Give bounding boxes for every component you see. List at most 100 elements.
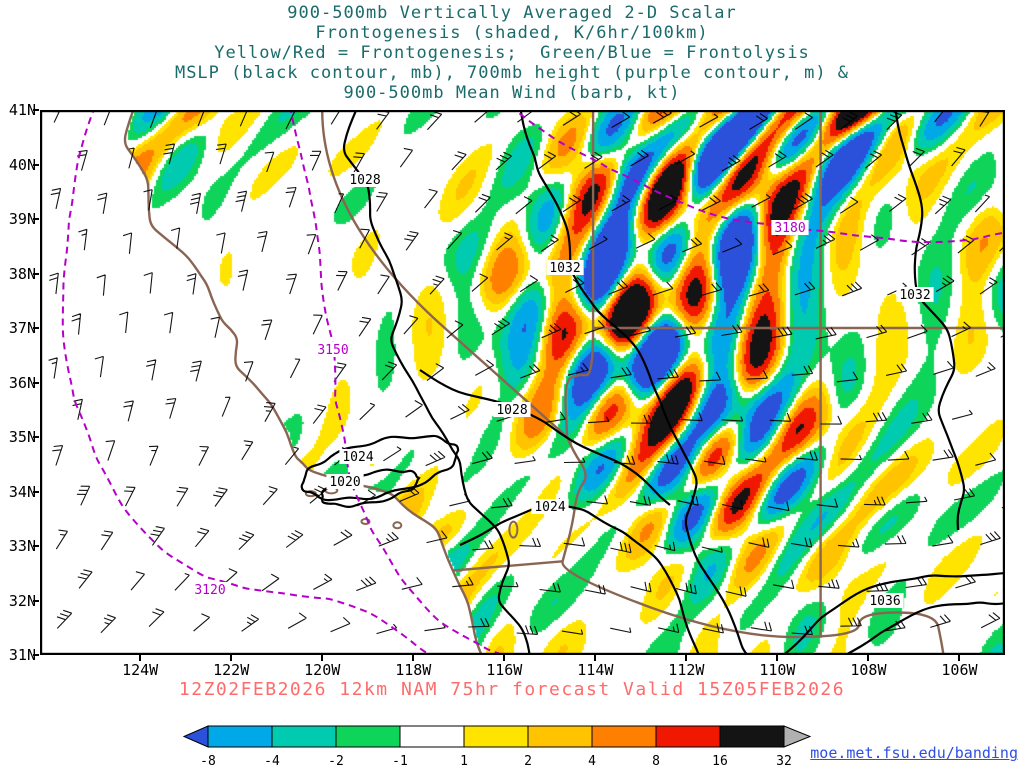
contour-label: 3150 — [317, 343, 348, 358]
lon-tick-mark — [867, 655, 870, 661]
title-line: Frontogenesis (shaded, K/6hr/100km) — [315, 23, 709, 43]
contour-label: 1024 — [342, 450, 373, 465]
colorbar-tick-label: -4 — [264, 754, 280, 768]
contour-label: 1032 — [899, 288, 930, 303]
contour-label: 1036 — [869, 594, 900, 609]
colorbar-tick-label: 4 — [588, 754, 596, 768]
contour-label: 1020 — [329, 475, 360, 490]
mslp-contour-path — [459, 503, 701, 655]
lat-tick-mark — [33, 599, 39, 602]
colorbar-cell — [399, 725, 465, 748]
state-border-path — [561, 436, 587, 562]
island-outline — [392, 521, 403, 530]
contour-label: 3180 — [774, 221, 805, 236]
lat-tick-label: 31N — [8, 646, 36, 664]
height-contour-path — [513, 110, 1005, 244]
lon-tick-label: 116W — [486, 661, 523, 679]
colorbar-left-arrow — [182, 725, 209, 748]
contour-label: 1028 — [349, 173, 380, 188]
height-contour-path — [61, 110, 432, 655]
title-block: 900-500mb Vertically Averaged 2-D Scalar… — [0, 3, 1024, 103]
colorbar-cell — [463, 725, 529, 748]
colorbar-right-arrow — [783, 725, 812, 748]
colorbar-cell — [591, 725, 657, 748]
lat-tick-label: 34N — [8, 482, 36, 501]
lon-tick-label: 118W — [395, 661, 432, 679]
colorbar-cell — [655, 725, 721, 748]
mslp-contour-path — [894, 110, 966, 531]
lon-tick-mark — [958, 655, 961, 661]
title-line: 900-500mb Mean Wind (barb, kt) — [343, 83, 681, 103]
lat-tick-label: 36N — [8, 373, 36, 392]
colorbar-tick-label: 32 — [776, 754, 792, 768]
lon-tick-mark — [321, 655, 324, 661]
forecast-info-text: 12Z02FEB2026 12km NAM 75hr forecast Vali… — [178, 679, 846, 700]
mslp-contour-path — [342, 110, 531, 655]
colorbar-cell — [271, 725, 337, 748]
lat-tick-mark — [33, 272, 39, 275]
contour-label-box — [866, 593, 904, 608]
lat-tick-label: 37N — [8, 319, 36, 337]
island-outline — [508, 520, 519, 539]
contour-label-box — [191, 582, 229, 597]
contour-label-box — [896, 287, 934, 302]
contour-label-box — [326, 474, 364, 489]
contour-label-box — [314, 342, 352, 357]
lat-tick-label: 38N — [8, 264, 36, 283]
contour-label-box — [339, 449, 377, 464]
credit-link[interactable]: moe.met.fsu.edu/banding — [810, 744, 1018, 762]
lon-tick-label: 120W — [304, 661, 341, 679]
mslp-contour-path — [300, 434, 460, 502]
lon-tick-label: 124W — [122, 661, 159, 679]
lat-tick-mark — [33, 381, 39, 384]
lat-tick-label: 40N — [8, 155, 36, 174]
colorbar-tick-label: 8 — [652, 754, 660, 768]
state-border-path — [564, 327, 595, 438]
colorbar-tick-label: -1 — [392, 754, 408, 768]
mslp-contour-path — [419, 369, 671, 506]
lon-tick-label: 112W — [668, 661, 705, 679]
lat-tick-label: 32N — [8, 591, 36, 610]
contour-label: 1024 — [534, 500, 565, 515]
lat-tick-label: 41N — [8, 101, 36, 119]
state-border-path — [561, 560, 945, 655]
map-frame: 1028 1032 1032 1028 1024 1020 1024 1036 3180 3150… — [40, 110, 1005, 655]
lon-tick-label: 114W — [577, 661, 614, 679]
mslp-contour-path — [519, 110, 749, 655]
title-line: MSLP (black contour, mb), 700mb height (… — [174, 63, 850, 83]
colorbar-cell — [207, 725, 273, 748]
lat-tick-mark — [33, 109, 39, 111]
mslp-contour-path — [781, 572, 1005, 655]
lat-tick-label: 39N — [8, 210, 36, 228]
colorbar-tick-label: -2 — [328, 754, 344, 768]
contour-label: 1028 — [496, 403, 527, 418]
coastline-path — [123, 110, 483, 655]
lon-tick-label: 108W — [850, 661, 887, 679]
lat-tick-mark — [33, 654, 39, 656]
lat-tick-mark — [33, 545, 39, 547]
lat-tick-mark — [33, 436, 39, 438]
colorbar-tick-label: 1 — [460, 754, 468, 768]
lat-tick-mark — [33, 490, 39, 493]
colorbar-cell — [719, 725, 785, 748]
lon-tick-label: 106W — [941, 661, 978, 679]
lon-tick-label: 110W — [759, 661, 796, 679]
lon-tick-mark — [139, 655, 142, 661]
lon-tick-mark — [685, 655, 688, 661]
contour-label: 3120 — [194, 583, 225, 598]
state-border-path — [321, 110, 568, 438]
lon-tick-mark — [230, 655, 233, 661]
contour-label-box — [531, 499, 569, 514]
lon-tick-mark — [776, 655, 779, 661]
lon-tick-mark — [412, 655, 415, 661]
height-contour-path — [289, 110, 506, 655]
lon-tick-mark — [594, 655, 597, 661]
lon-tick-label: 122W — [213, 661, 250, 679]
lat-tick-mark — [33, 327, 39, 329]
colorbar-tick-label: -8 — [200, 754, 216, 768]
lat-tick-mark — [33, 218, 39, 220]
colorbar-tick-label: 2 — [524, 754, 532, 768]
lat-tick-mark — [33, 163, 39, 166]
contour-label-box — [546, 260, 584, 275]
